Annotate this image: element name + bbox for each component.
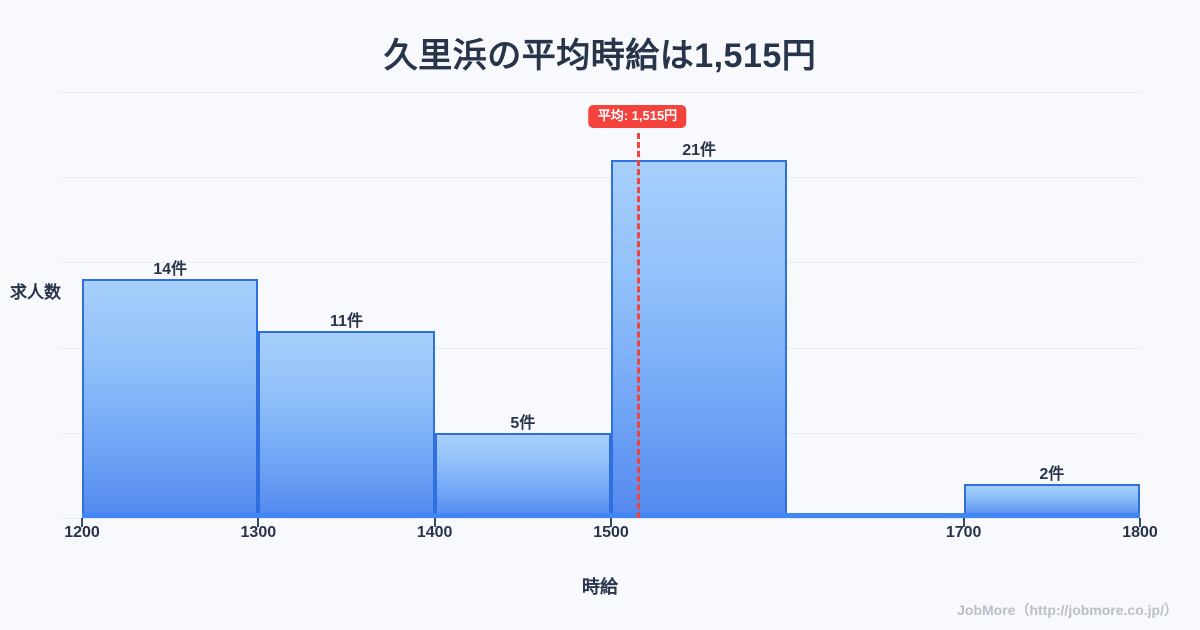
- x-axis-tick: [610, 518, 612, 527]
- watermark: JobMore（http://jobmore.co.jp/）: [957, 602, 1178, 618]
- x-axis-tick-label: 1400: [416, 524, 453, 541]
- gridline: [60, 262, 1140, 264]
- plot-area: 14件 11件 5件 21件 2件: [60, 92, 1140, 519]
- gridline: [60, 347, 1140, 349]
- x-axis-tick: [81, 518, 83, 527]
- x-axis-tick: [257, 518, 260, 527]
- y-axis-title: 求人数: [10, 283, 61, 302]
- histogram-bar: [963, 483, 1140, 518]
- x-axis-tick: [1139, 518, 1141, 527]
- x-axis-tick-label: 1300: [240, 524, 277, 541]
- histogram-bar: [434, 432, 611, 518]
- x-axis-tick: [433, 518, 436, 527]
- x-axis-tick: [962, 518, 965, 527]
- gridline: [60, 177, 1140, 179]
- x-axis-title: 時給: [582, 577, 618, 597]
- average-badge: 平均: 1,515円: [588, 105, 687, 128]
- gridline: [60, 518, 1140, 519]
- gridline: [60, 92, 1140, 93]
- histogram-bar: [82, 279, 259, 518]
- average-dashed-line: [637, 133, 641, 518]
- x-axis-tick-label: 1500: [593, 524, 629, 541]
- x-axis-line: [82, 513, 1140, 518]
- x-axis-tick-label: 1800: [1122, 524, 1158, 541]
- bar-value-label: 21件: [682, 142, 717, 160]
- bar-value-label: 2件: [1039, 465, 1065, 483]
- page-title: 久里浜の平均時給は1,515円: [383, 37, 817, 75]
- x-axis-tick-label: 1700: [945, 524, 982, 541]
- bar-value-label: 14件: [153, 261, 188, 279]
- bar-value-label: 11件: [330, 312, 363, 330]
- histogram-bar: [258, 330, 435, 518]
- bar-value-label: 5件: [510, 414, 536, 432]
- x-axis-tick-label: 1200: [64, 524, 100, 541]
